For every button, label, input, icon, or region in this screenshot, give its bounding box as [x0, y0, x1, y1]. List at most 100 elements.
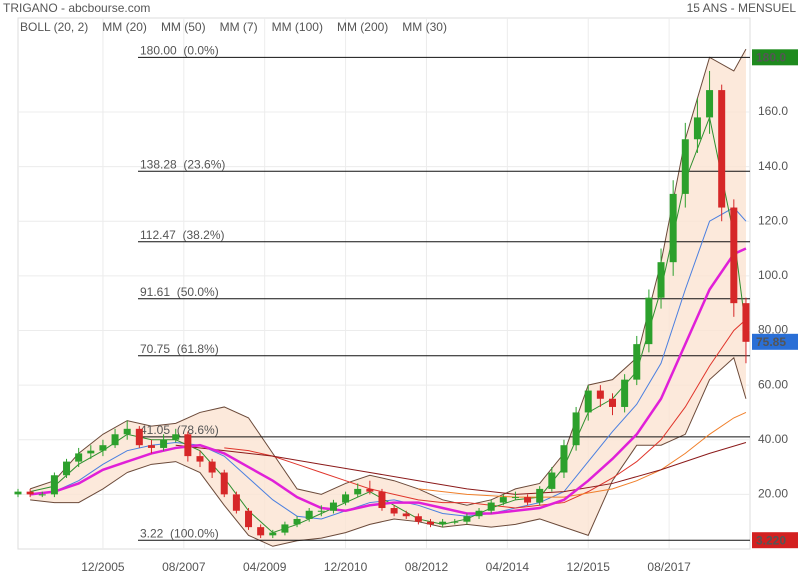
- candle-body: [645, 297, 653, 345]
- candle-body: [232, 494, 240, 511]
- legend-entry: MM (50): [161, 20, 206, 34]
- x-tick-label: 12/2010: [324, 560, 368, 574]
- fib-label: 70.75 (61.8%): [140, 342, 219, 356]
- y-tick-label: 20.00: [758, 487, 788, 501]
- candle-body: [390, 508, 398, 514]
- candle-body: [220, 472, 228, 495]
- plot-frame: [17, 17, 751, 550]
- candle-body: [706, 90, 714, 118]
- price-marker-label: 75.85: [756, 335, 786, 349]
- candle-body: [584, 390, 592, 413]
- candle-body: [439, 521, 447, 525]
- candle-body: [245, 510, 253, 528]
- x-tick-label: 08/2012: [405, 560, 449, 574]
- price-marker: [752, 49, 798, 66]
- candle-body: [572, 412, 580, 446]
- x-tick-label: 04/2014: [486, 560, 530, 574]
- chart-subtitle: 15 ANS - MENSUEL: [687, 1, 797, 15]
- price-marker-label: 180.0: [756, 50, 786, 64]
- candle-body: [524, 497, 532, 503]
- candle-body: [487, 502, 495, 511]
- fib-label: 138.28 (23.6%): [140, 157, 225, 171]
- candle-body: [560, 445, 568, 473]
- candle-body: [742, 303, 750, 342]
- fib-label: 180.00 (0.0%): [140, 43, 219, 57]
- y-tick-label: 120.0: [758, 213, 788, 227]
- candle-body: [329, 502, 337, 511]
- candle-body: [693, 117, 701, 140]
- y-tick-label: 100.0: [758, 268, 788, 282]
- price-marker: [752, 532, 798, 549]
- candle-body: [342, 494, 350, 503]
- candle-body: [354, 488, 362, 495]
- candle-body: [402, 513, 410, 517]
- candle-body: [621, 379, 629, 407]
- candle-body: [87, 450, 95, 454]
- candle-body: [463, 516, 471, 522]
- moving-average: [418, 411, 747, 498]
- candle-body: [208, 461, 216, 473]
- candle-body: [269, 532, 277, 536]
- candle-body: [499, 497, 507, 503]
- y-tick-label: 40.00: [758, 432, 788, 446]
- moving-average: [175, 441, 747, 495]
- candle-body: [633, 344, 641, 380]
- legend-entry: MM (200): [337, 20, 388, 34]
- y-tick-label: 140.0: [758, 159, 788, 173]
- legend-entry: MM (30): [402, 20, 447, 34]
- candle-body: [366, 488, 374, 492]
- candle-body: [63, 461, 71, 476]
- candle-body: [172, 434, 180, 440]
- legend-entry: BOLL (20, 2): [20, 20, 88, 34]
- fib-label: 91.61 (50.0%): [140, 285, 219, 299]
- bollinger-fill: [30, 49, 746, 547]
- candle-body: [111, 434, 119, 446]
- candle-body: [451, 521, 459, 523]
- candle-body: [608, 398, 616, 407]
- y-tick-label: 80.00: [758, 323, 788, 337]
- candle-body: [669, 193, 677, 263]
- candle-body: [681, 139, 689, 194]
- y-tick-label: 60.00: [758, 377, 788, 391]
- legend-entry: MM (100): [272, 20, 323, 34]
- x-tick-label: 12/2005: [81, 560, 125, 574]
- candle-body: [378, 491, 386, 509]
- legend-entry: MM (7): [220, 20, 258, 34]
- candle-body: [50, 475, 58, 495]
- candle-body: [184, 434, 192, 457]
- candle-body: [718, 90, 726, 208]
- candle-body: [123, 428, 131, 435]
- chart-title: TRIGANO - abcbourse.com: [3, 1, 150, 15]
- candle-body: [427, 521, 435, 525]
- candle-body: [293, 518, 301, 525]
- candle-body: [657, 262, 665, 298]
- price-marker-label: 3.220: [756, 533, 786, 547]
- candle-body: [317, 510, 325, 512]
- fib-label: 112.47 (38.2%): [140, 228, 225, 242]
- candle-body: [160, 439, 168, 448]
- x-tick-label: 08/2017: [647, 560, 691, 574]
- bollinger-lower: [30, 356, 747, 547]
- moving-average: [29, 247, 747, 515]
- candle-body: [305, 510, 313, 519]
- candle-body: [26, 491, 34, 495]
- fib-label: 3.22 (100.0%): [140, 526, 219, 540]
- candle-body: [511, 497, 519, 499]
- candle-body: [196, 456, 204, 462]
- candle-body: [14, 491, 22, 495]
- candle-body: [596, 390, 604, 399]
- x-tick-label: 12/2015: [567, 560, 611, 574]
- candle-body: [75, 453, 83, 462]
- candle-body: [147, 445, 155, 448]
- candle-body: [99, 445, 107, 451]
- candle-body: [536, 488, 544, 503]
- candle-body: [414, 516, 422, 522]
- candle-body: [548, 472, 556, 489]
- y-tick-label: 160.0: [758, 104, 788, 118]
- candle-body: [257, 527, 265, 536]
- legend-entry: MM (20): [102, 20, 147, 34]
- price-marker: [752, 333, 798, 350]
- candle-body: [730, 207, 738, 304]
- x-tick-label: 04/2009: [243, 560, 287, 574]
